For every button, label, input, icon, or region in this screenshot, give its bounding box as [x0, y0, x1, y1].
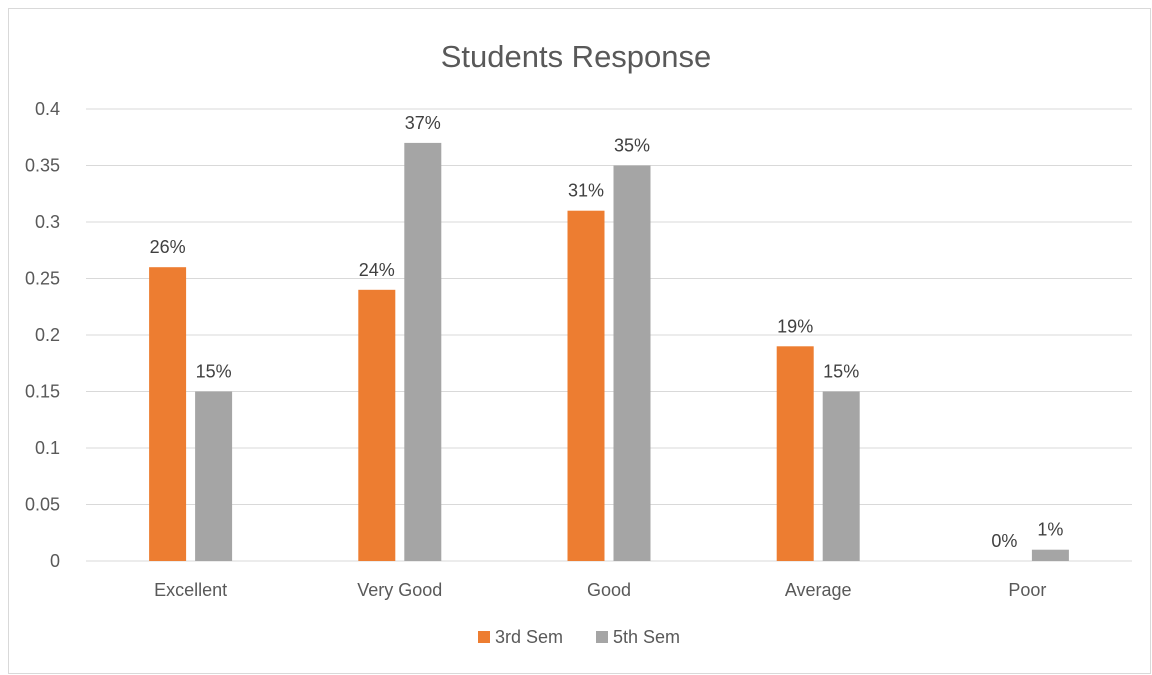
bar-5th-sem-good: [613, 165, 651, 561]
data-label: 1%: [1037, 520, 1063, 540]
y-axis-ticks: 0 0.05 0.1 0.15 0.2 0.25 0.3 0.35 0.4: [25, 99, 60, 571]
bar-3rd-sem-excellent: [149, 267, 187, 561]
bar-3rd-sem-average: [776, 346, 814, 561]
bars: [149, 142, 1069, 561]
y-tick-label: 0.4: [35, 99, 60, 119]
x-tick-label: Good: [587, 580, 631, 600]
y-tick-label: 0: [50, 551, 60, 571]
gridlines: [86, 108, 1132, 562]
data-label: 24%: [359, 260, 395, 280]
data-label: 26%: [150, 237, 186, 257]
legend-label: 3rd Sem: [495, 627, 563, 647]
data-label: 31%: [568, 181, 604, 201]
bar-5th-sem-average: [822, 391, 860, 561]
x-tick-label: Average: [785, 580, 852, 600]
data-label: 19%: [777, 316, 813, 336]
y-tick-label: 0.15: [25, 382, 60, 402]
x-tick-label: Very Good: [357, 580, 442, 600]
legend-swatch: [596, 631, 608, 643]
legend-swatch: [478, 631, 490, 643]
legend-label: 5th Sem: [613, 627, 680, 647]
data-labels: 26% 15% 24% 37% 31% 35% 19% 15% 0% 1%: [150, 113, 1064, 551]
bar-5th-sem-poor: [1031, 549, 1069, 561]
x-tick-label: Poor: [1008, 580, 1046, 600]
bar-5th-sem-very-good: [404, 142, 442, 561]
x-axis-ticks: Excellent Very Good Good Average Poor: [154, 580, 1046, 600]
data-label: 0%: [991, 531, 1017, 551]
data-label: 15%: [823, 362, 859, 382]
bar-3rd-sem-very-good: [358, 289, 396, 561]
y-tick-label: 0.25: [25, 269, 60, 289]
y-tick-label: 0.3: [35, 212, 60, 232]
legend: 3rd Sem 5th Sem: [478, 627, 680, 647]
y-tick-label: 0.35: [25, 156, 60, 176]
bar-5th-sem-excellent: [195, 391, 233, 561]
bar-3rd-sem-good: [567, 210, 605, 561]
y-tick-label: 0.1: [35, 438, 60, 458]
x-tick-label: Excellent: [154, 580, 227, 600]
data-label: 15%: [196, 362, 232, 382]
y-tick-label: 0.05: [25, 495, 60, 515]
chart-title: Students Response: [441, 39, 712, 74]
data-label: 37%: [405, 113, 441, 133]
y-tick-label: 0.2: [35, 325, 60, 345]
data-label: 35%: [614, 136, 650, 156]
